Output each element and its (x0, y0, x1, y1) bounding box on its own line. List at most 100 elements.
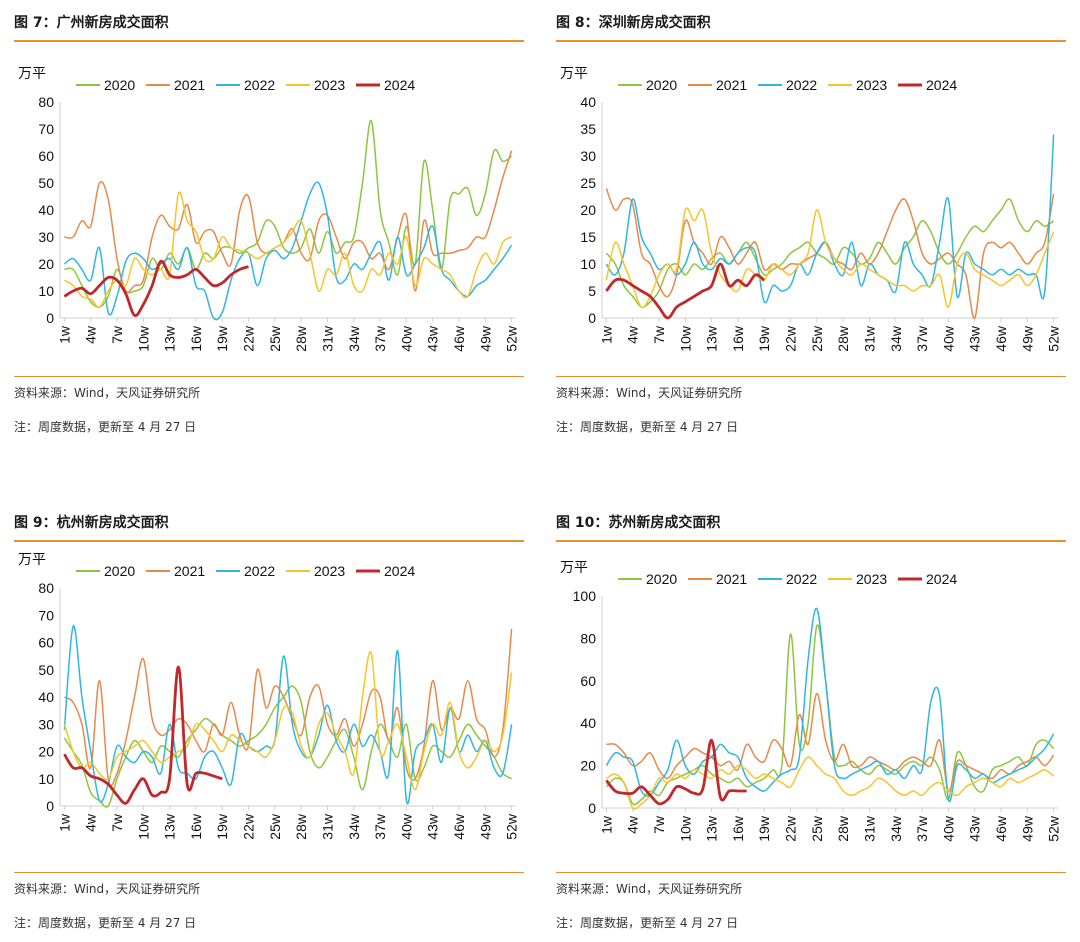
y-tick-label: 10 (580, 256, 596, 272)
figure-title: 图 8：深圳新房成交面积 (556, 15, 711, 31)
legend-label-2021: 2021 (716, 77, 747, 93)
source-text: 资料来源：Wind，天风证券研究所 (14, 386, 201, 400)
note-text: 注：周度数据，更新至 4 月 27 日 (14, 420, 197, 434)
x-tick-label: 1w (56, 325, 72, 344)
legend-label-2024: 2024 (384, 563, 415, 579)
x-tick-label: 37w (914, 815, 930, 842)
note-text: 注：周度数据，更新至 4 月 27 日 (556, 916, 739, 930)
unit-label: 万平 (18, 552, 46, 568)
x-tick-label: 34w (346, 325, 362, 352)
x-tick-label: 46w (451, 325, 467, 352)
y-tick-label: 20 (580, 758, 596, 774)
x-tick-label: 49w (1019, 815, 1035, 842)
x-tick-label: 1w (598, 815, 614, 834)
y-tick-label: 30 (38, 716, 54, 732)
x-tick-label: 46w (993, 815, 1009, 842)
legend-label-2020: 2020 (104, 563, 135, 579)
y-tick-label: 50 (38, 662, 54, 678)
footer-rule (556, 376, 1066, 377)
figure-title: 图 10：苏州新房成交面积 (556, 515, 721, 531)
y-tick-label: 40 (580, 94, 596, 110)
x-tick-label: 13w (162, 813, 178, 840)
series-line-2023 (606, 756, 1055, 810)
y-tick-label: 20 (580, 202, 596, 218)
x-tick-label: 34w (888, 815, 904, 842)
y-tick-label: 20 (38, 744, 54, 760)
x-tick-label: 49w (477, 813, 493, 840)
x-tick-label: 52w (1046, 325, 1062, 352)
x-tick-label: 28w (835, 815, 851, 842)
x-tick-label: 13w (704, 325, 720, 352)
x-tick-label: 28w (293, 813, 309, 840)
y-tick-label: 80 (38, 580, 54, 596)
footer-rule (556, 872, 1066, 873)
legend-label-2020: 2020 (646, 77, 677, 93)
legend-label-2022: 2022 (786, 77, 817, 93)
x-tick-label: 22w (241, 325, 257, 352)
x-tick-label: 7w (109, 325, 125, 344)
x-tick-label: 13w (162, 325, 178, 352)
y-tick-label: 60 (580, 673, 596, 689)
source-text: 资料来源：Wind，天风证券研究所 (556, 386, 743, 400)
y-tick-label: 80 (38, 94, 54, 110)
x-tick-label: 31w (319, 325, 335, 352)
y-tick-label: 40 (38, 689, 54, 705)
x-tick-label: 49w (1019, 325, 1035, 352)
x-tick-label: 13w (704, 815, 720, 842)
legend-label-2024: 2024 (926, 77, 957, 93)
x-tick-label: 37w (372, 813, 388, 840)
x-tick-label: 40w (398, 813, 414, 840)
x-tick-label: 40w (940, 325, 956, 352)
x-tick-label: 49w (477, 325, 493, 352)
legend-label-2023: 2023 (856, 571, 887, 587)
y-tick-label: 25 (580, 175, 596, 191)
y-tick-label: 0 (588, 800, 596, 816)
x-tick-label: 40w (398, 325, 414, 352)
series-line-2020 (605, 198, 1055, 309)
series-line-2022 (605, 607, 1055, 803)
unit-label: 万平 (560, 560, 588, 576)
y-tick-label: 10 (38, 771, 54, 787)
x-tick-label: 4w (83, 325, 99, 344)
series-line-2024 (63, 259, 249, 317)
figure-title: 图 7：广州新房成交面积 (14, 15, 169, 31)
x-tick-label: 19w (214, 325, 230, 352)
series-line-2024 (605, 262, 766, 320)
x-tick-label: 37w (914, 325, 930, 352)
legend-label-2021: 2021 (174, 77, 205, 93)
legend-label-2023: 2023 (856, 77, 887, 93)
series-line-2022 (63, 625, 513, 805)
x-tick-label: 22w (783, 815, 799, 842)
legend-label-2024: 2024 (384, 77, 415, 93)
chart-shenzhen: 万平 2020 2021 2022 2023 2024 0 5 10 15 20 25 30 35 40 1w… (560, 66, 1062, 352)
x-tick-label: 46w (993, 325, 1009, 352)
x-tick-label: 46w (451, 813, 467, 840)
x-tick-label: 1w (598, 325, 614, 344)
series-line-2022 (605, 134, 1055, 304)
y-tick-label: 40 (580, 715, 596, 731)
legend-label-2023: 2023 (314, 77, 345, 93)
title-rule (14, 40, 524, 42)
y-tick-label: 60 (38, 635, 54, 651)
title-rule (14, 540, 524, 542)
y-tick-label: 15 (580, 229, 596, 245)
y-tick-label: 10 (38, 283, 54, 299)
x-tick-label: 43w (425, 813, 441, 840)
chart-hangzhou: 万平 2020 2021 2022 2023 2024 0 10 20 30 40 50 60 70 80 1… (18, 552, 520, 840)
x-tick-label: 43w (967, 815, 983, 842)
note-text: 注：周度数据，更新至 4 月 27 日 (14, 916, 197, 930)
x-tick-label: 7w (651, 325, 667, 344)
legend-label-2021: 2021 (174, 563, 205, 579)
legend-label-2022: 2022 (244, 77, 275, 93)
y-tick-label: 5 (588, 283, 596, 299)
x-tick-label: 43w (425, 325, 441, 352)
y-tick-label: 20 (38, 256, 54, 272)
note-text: 注：周度数据，更新至 4 月 27 日 (556, 420, 739, 434)
x-tick-label: 19w (756, 325, 772, 352)
y-tick-label: 30 (38, 229, 54, 245)
source-text: 资料来源：Wind，天风证券研究所 (556, 882, 743, 896)
y-tick-label: 0 (46, 798, 54, 814)
x-tick-label: 1w (56, 813, 72, 832)
series-line-2020 (64, 120, 513, 309)
unit-label: 万平 (560, 66, 588, 82)
